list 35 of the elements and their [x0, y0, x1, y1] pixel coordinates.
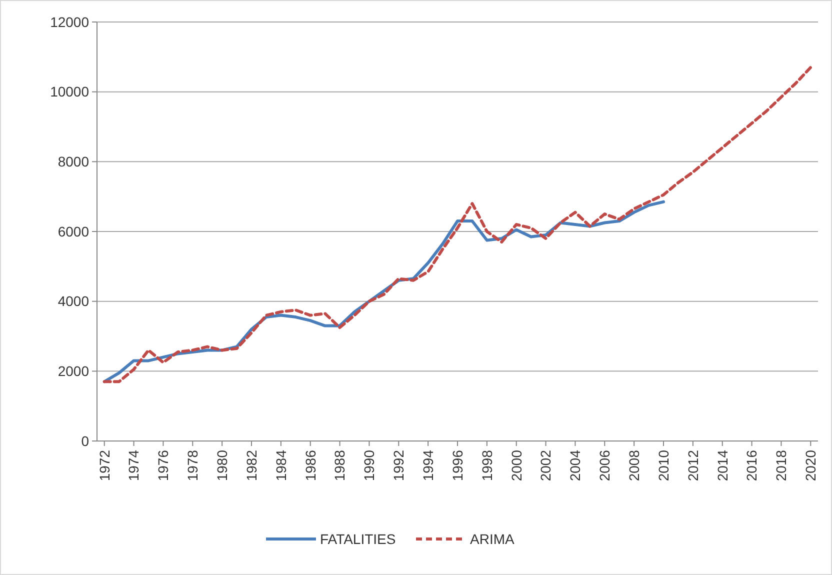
legend-label: ARIMA — [470, 530, 515, 547]
y-tick-label: 8000 — [58, 154, 90, 170]
x-tick-label: 2008 — [626, 450, 642, 482]
y-tick-label: 12000 — [50, 14, 90, 30]
y-tick-label: 10000 — [50, 84, 90, 100]
x-tick-label: 1998 — [478, 450, 495, 482]
x-tick-label: 2000 — [508, 450, 524, 482]
line-series — [102, 66, 812, 384]
y-tick-label: 0 — [81, 432, 90, 449]
x-tick-label: 2018 — [773, 450, 790, 482]
x-tick-label: 2010 — [655, 450, 672, 482]
x-tick-label: 2014 — [714, 450, 730, 482]
x-tick-label: 1974 — [126, 450, 142, 482]
x-tick-label: 1972 — [96, 450, 112, 482]
x-tick-label: 1980 — [214, 450, 230, 482]
x-tick-label: 2006 — [596, 450, 613, 482]
x-tick-label: 2002 — [538, 450, 554, 482]
x-tick-label: 1982 — [243, 450, 260, 482]
y-tick-label: 2000 — [58, 363, 90, 380]
x-tick-label: 1984 — [272, 450, 289, 482]
x-tick-label: 2020 — [802, 450, 819, 482]
x-tick-label: 2004 — [567, 450, 584, 482]
x-tick-label: 1994 — [420, 450, 436, 482]
y-tick-label: 4000 — [58, 293, 90, 310]
y-tick-label: 6000 — [58, 223, 90, 240]
x-tick-label: 1990 — [361, 450, 378, 482]
x-tick-label: 1992 — [390, 450, 407, 482]
x-tick-label: 2016 — [744, 450, 760, 482]
x-tick-label: 1996 — [449, 450, 466, 482]
x-tick-label: 1986 — [302, 450, 318, 482]
x-tick-label: 1988 — [332, 450, 348, 482]
x-tick-label: 1976 — [155, 450, 172, 482]
x-tick-label: 1978 — [184, 450, 201, 482]
x-tick-label: 2012 — [684, 450, 701, 482]
legend-label: FATALITIES — [320, 530, 396, 547]
